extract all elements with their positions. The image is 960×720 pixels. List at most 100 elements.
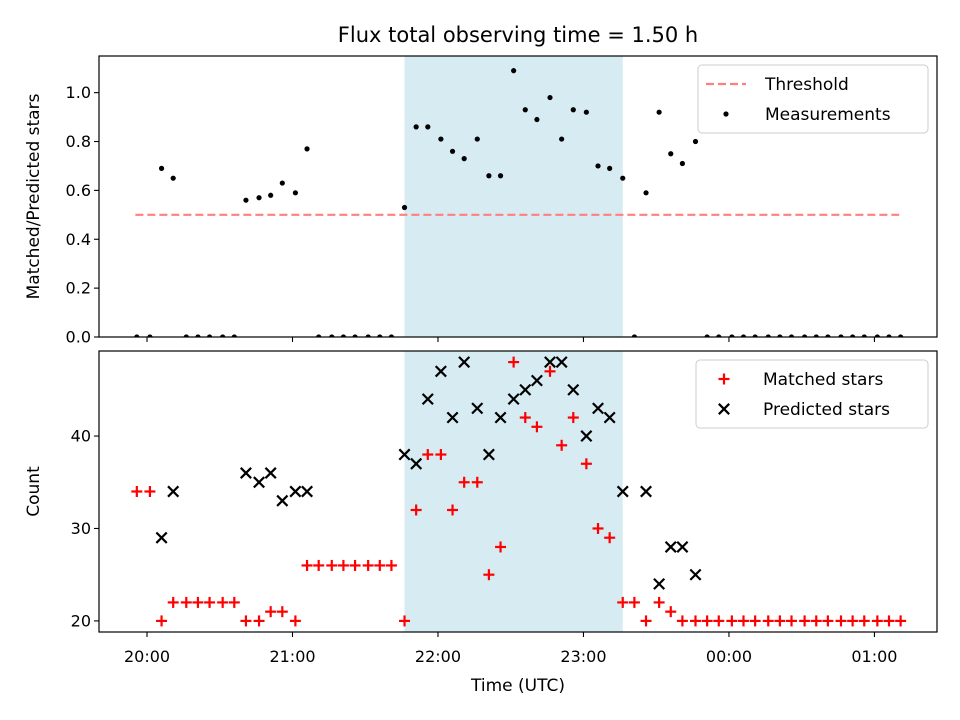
predicted-stars-point xyxy=(155,531,168,544)
measurements-point xyxy=(559,136,565,142)
observing-window-shade xyxy=(404,351,623,632)
matched-stars-point xyxy=(592,522,604,534)
legend-measurements-marker xyxy=(723,111,729,117)
measurements-point xyxy=(134,334,140,337)
matched-stars-point xyxy=(156,615,168,627)
predicted-stars-point xyxy=(289,485,302,498)
x-stroke xyxy=(471,402,484,415)
matched-stars-point xyxy=(289,615,301,627)
matched-stars-point xyxy=(567,412,579,424)
predicted-stars-point xyxy=(544,356,556,369)
measurements-point xyxy=(777,334,783,337)
x-stroke xyxy=(544,356,556,369)
x-stroke xyxy=(155,531,168,544)
measurements-point xyxy=(704,334,710,337)
matched-stars-point xyxy=(144,486,156,497)
matched-stars-point xyxy=(895,615,907,627)
predicted-stars-point xyxy=(519,383,532,396)
matched-stars-point xyxy=(653,596,665,608)
y-tick-label: 30 xyxy=(71,519,91,538)
predicted-stars-point xyxy=(471,402,484,415)
measurements-point xyxy=(425,124,431,130)
x-stroke xyxy=(410,457,423,470)
matched-stars-point xyxy=(580,458,592,470)
x-stroke xyxy=(301,485,314,498)
matched-stars-point xyxy=(399,615,411,627)
x-tick-label: 21:00 xyxy=(269,647,315,666)
matched-stars-point xyxy=(265,606,277,618)
x-stroke xyxy=(603,411,616,424)
measurements-point xyxy=(729,334,735,337)
x-stroke xyxy=(421,393,434,406)
matched-stars-point xyxy=(774,615,786,627)
x-stroke xyxy=(264,467,277,479)
matched-stars-point xyxy=(458,476,470,488)
matched-stars-point xyxy=(701,615,713,627)
matched-stars-point xyxy=(410,504,422,516)
measurements-point xyxy=(813,334,819,337)
measurements-point xyxy=(583,109,589,115)
measurements-point xyxy=(631,334,637,337)
measurements-point xyxy=(692,138,699,145)
measurements-point xyxy=(170,175,176,181)
predicted-stars-point xyxy=(592,402,604,415)
matched-stars-point xyxy=(762,615,774,627)
matched-stars-point xyxy=(240,615,252,627)
measurements-point xyxy=(352,334,358,337)
legend-box xyxy=(695,359,929,429)
predicted-stars-point xyxy=(264,467,277,479)
top-panel: 0.0 0.2 0.4 0.6 0.8 1.0 Matched/Predicted star… xyxy=(24,55,938,347)
predicted-stars-point xyxy=(167,485,180,498)
x-stroke xyxy=(555,356,568,369)
predicted-stars-point xyxy=(276,494,289,507)
predicted-stars-point xyxy=(239,467,252,479)
measurements-point xyxy=(449,148,456,154)
matched-stars-point xyxy=(786,615,798,627)
measurements-point xyxy=(765,334,771,337)
matched-stars-point xyxy=(495,541,507,553)
measurements-point xyxy=(802,334,808,337)
x-stroke xyxy=(689,568,702,581)
measurements-point xyxy=(874,334,880,337)
predicted-stars-point xyxy=(689,568,702,581)
measurements-point xyxy=(340,334,347,337)
measurements-point xyxy=(316,334,322,337)
x-stroke xyxy=(519,383,532,396)
matched-stars-point xyxy=(253,615,265,627)
bottom-panel: 20 30 40 20:00 21:00 22:00 23:00 00:00 01:00 Coun… xyxy=(24,350,938,666)
y-tick-label: 0.2 xyxy=(66,279,91,298)
predicted-stars-point xyxy=(507,393,520,406)
x-stroke xyxy=(592,402,604,415)
measurements-point xyxy=(850,334,856,337)
x-stroke xyxy=(482,448,495,461)
matched-stars-point xyxy=(326,559,338,571)
legend-threshold-label: Threshold xyxy=(764,75,849,95)
matched-stars-point xyxy=(689,615,701,627)
measurements-point xyxy=(570,107,576,113)
x-stroke xyxy=(253,476,266,489)
y-axis-label: Count xyxy=(24,466,44,517)
y-tick-label: 0.6 xyxy=(66,181,91,200)
matched-stars-point xyxy=(858,615,870,627)
measurements-point xyxy=(522,107,528,113)
measurements-point xyxy=(220,334,226,337)
measurements-point xyxy=(643,190,649,196)
measurements-point xyxy=(534,116,540,123)
x-stroke xyxy=(580,430,593,443)
matched-stars-point xyxy=(883,615,895,627)
x-stroke xyxy=(276,494,289,507)
measurements-point xyxy=(668,151,674,157)
measurements-point xyxy=(474,136,480,142)
matched-stars-point xyxy=(374,559,386,571)
legend: Matched stars Predicted stars xyxy=(695,359,929,429)
chart-title: Flux total observing time = 1.50 h xyxy=(338,23,698,47)
legend-matched-stars-marker xyxy=(718,373,730,385)
predicted-stars-point xyxy=(482,448,495,461)
x-stroke xyxy=(616,485,629,498)
matched-stars-point xyxy=(676,615,688,627)
measurements-point xyxy=(752,334,758,337)
x-stroke xyxy=(446,411,459,424)
predicted-stars-point xyxy=(421,393,434,406)
measurements-point xyxy=(595,163,601,169)
